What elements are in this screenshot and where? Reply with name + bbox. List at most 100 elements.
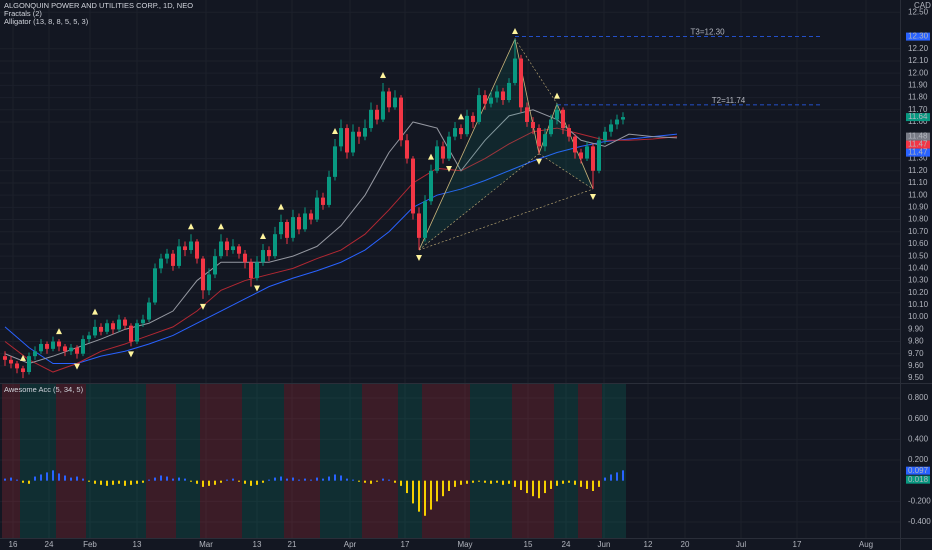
ao-bar xyxy=(76,476,78,481)
ao-bar xyxy=(88,480,90,482)
candle-body xyxy=(261,250,265,263)
candle-body xyxy=(9,359,13,364)
ao-bar xyxy=(16,479,18,481)
y-tick-label: 12.20 xyxy=(908,44,929,53)
ao-bar xyxy=(340,475,342,481)
candle-body xyxy=(135,323,139,342)
ao-zone xyxy=(362,384,398,538)
fractal-down xyxy=(74,363,80,370)
y-tick-label: -0.400 xyxy=(908,517,931,526)
ao-bar xyxy=(502,480,504,485)
indicator-label: Awesome Acc (5, 34, 5) xyxy=(4,385,84,394)
ao-bar xyxy=(388,479,390,481)
y-tick-label: 10.70 xyxy=(908,227,929,236)
ao-bar xyxy=(526,480,528,494)
y-tick-label: 12.10 xyxy=(908,56,929,65)
ao-bar xyxy=(220,480,222,483)
y-tick-label: 0.600 xyxy=(908,414,929,423)
price-label: 11.64 xyxy=(908,112,928,121)
y-tick-label: 11.60 xyxy=(908,117,928,126)
ao-zone xyxy=(554,384,578,538)
candle-body xyxy=(159,258,163,269)
candle-body xyxy=(477,95,481,122)
candle-body xyxy=(231,246,235,251)
ao-bar xyxy=(382,478,384,481)
ao-bar xyxy=(148,479,150,481)
x-tick-label: 13 xyxy=(253,540,262,549)
x-tick-label: Jul xyxy=(736,540,746,549)
y-tick-label: 9.70 xyxy=(908,349,924,358)
candle-body xyxy=(3,356,7,360)
candle-body xyxy=(27,356,31,373)
fractal-up xyxy=(188,223,194,230)
candle-body xyxy=(405,140,409,159)
x-tick-label: 20 xyxy=(681,540,690,549)
candle-body xyxy=(339,128,343,147)
candle-body xyxy=(177,246,181,266)
candle-body xyxy=(303,213,307,230)
ao-bar xyxy=(292,477,294,481)
candle-body xyxy=(297,217,301,230)
candle-body xyxy=(51,341,55,349)
y-tick-label: -0.200 xyxy=(908,496,931,505)
y-tick-label: 10.40 xyxy=(908,263,929,272)
candle-body xyxy=(273,234,277,257)
fractal-down xyxy=(446,166,452,173)
candle-body xyxy=(207,274,211,291)
candle-body xyxy=(363,128,367,137)
ao-bar xyxy=(586,480,588,489)
candle-body xyxy=(213,256,217,275)
ao-bar xyxy=(424,480,426,516)
currency: CAD xyxy=(914,1,931,10)
x-tick-label: 12 xyxy=(644,540,653,549)
candle-body xyxy=(105,323,109,332)
ao-bar xyxy=(538,480,540,499)
pattern-leg xyxy=(538,153,594,190)
ao-bar xyxy=(40,474,42,481)
candle-body xyxy=(147,302,151,320)
candle-body xyxy=(93,326,97,336)
ao-bar xyxy=(496,480,498,483)
fractal-up xyxy=(278,203,284,210)
ao-zone xyxy=(320,384,362,538)
candle-body xyxy=(597,140,601,171)
ao-bar xyxy=(22,480,24,483)
ao-bar xyxy=(604,477,606,481)
ao-zone xyxy=(2,384,20,538)
y-tick-label: 10.60 xyxy=(908,239,929,248)
price-label: 11.47 xyxy=(908,140,928,149)
ao-bar xyxy=(274,477,276,481)
candle-body xyxy=(603,131,607,141)
ao-bar xyxy=(244,480,246,484)
alligator-line xyxy=(4,127,678,373)
ao-bar xyxy=(136,480,138,484)
candle-body xyxy=(513,58,517,83)
ao-bar xyxy=(124,480,126,486)
candle-body xyxy=(201,258,205,291)
candle-body xyxy=(417,213,421,238)
y-tick-label: 9.80 xyxy=(908,337,924,346)
y-tick-label: 9.50 xyxy=(908,373,924,382)
candle-body xyxy=(243,253,247,263)
ao-zone xyxy=(176,384,200,538)
ao-bar xyxy=(442,480,444,497)
ao-bar xyxy=(34,476,36,481)
ao-bar xyxy=(256,480,258,485)
value-label: 0.097 xyxy=(908,466,929,475)
ao-bar xyxy=(352,479,354,481)
candle-body xyxy=(615,119,619,125)
ao-bar xyxy=(28,480,30,484)
y-tick-label: 11.80 xyxy=(908,93,928,102)
y-tick-label: 10.30 xyxy=(908,276,929,285)
y-tick-label: 10.10 xyxy=(908,300,929,309)
chart-title: ALGONQUIN POWER AND UTILITIES CORP., 1D,… xyxy=(4,1,193,10)
fractal-up xyxy=(332,128,338,135)
ao-bar xyxy=(190,480,192,482)
ao-bar xyxy=(4,478,6,481)
y-tick-label: 11.20 xyxy=(908,166,928,175)
ao-zone xyxy=(56,384,86,538)
ao-bar xyxy=(268,479,270,481)
ao-bar xyxy=(418,480,420,512)
ao-zone xyxy=(470,384,512,538)
y-tick-label: 11.90 xyxy=(908,80,928,89)
